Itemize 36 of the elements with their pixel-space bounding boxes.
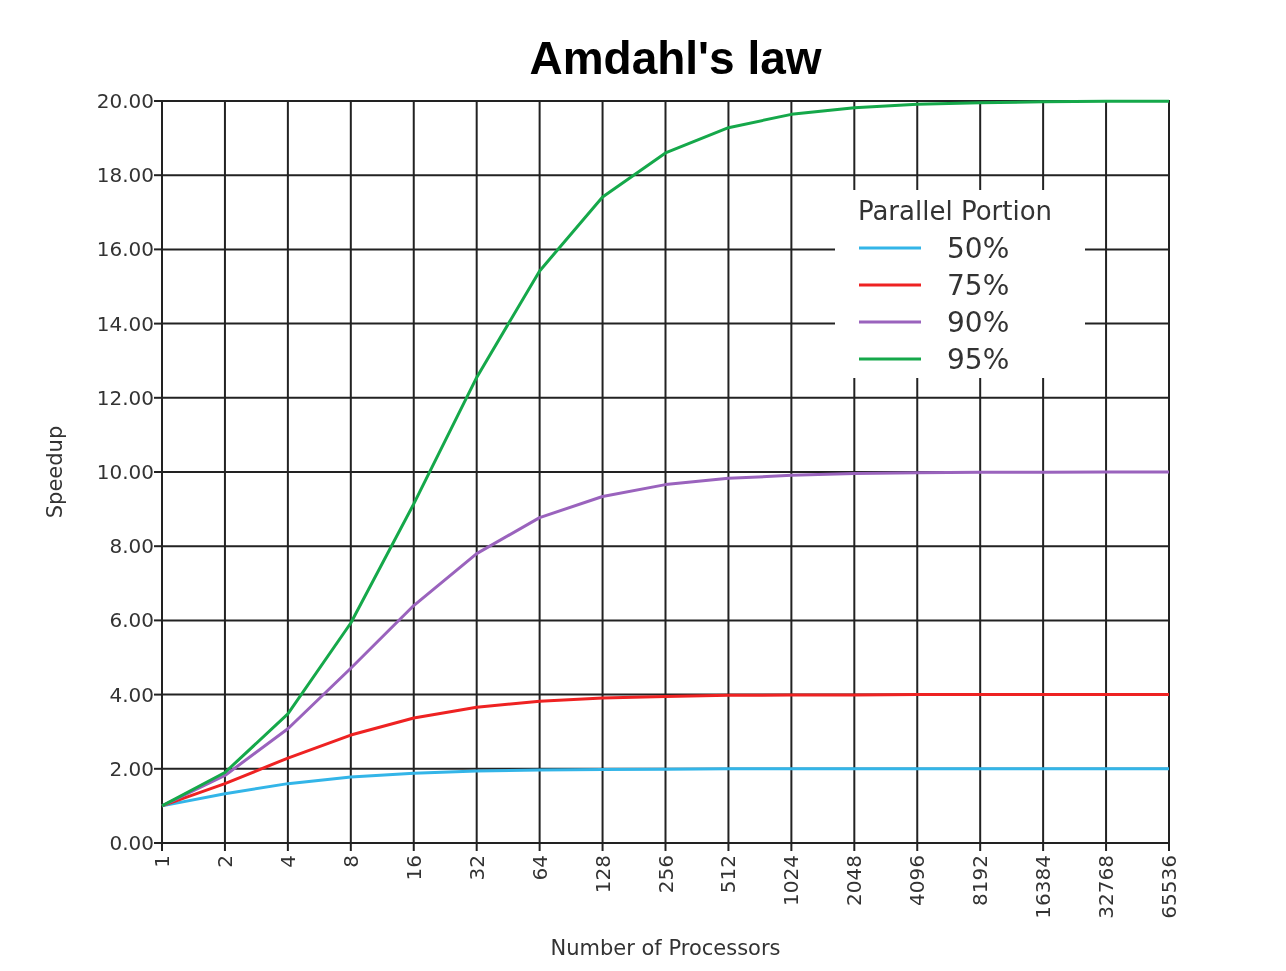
- x-tick-label: 1024: [779, 855, 804, 906]
- y-axis-title: Speedup: [43, 425, 67, 519]
- y-tick-label: 18.00: [96, 163, 154, 188]
- legend-label: 75%: [947, 268, 1010, 302]
- y-tick-label: 6.00: [109, 608, 154, 633]
- x-tick-label: 8: [338, 855, 363, 868]
- x-tick-label: 16384: [1031, 855, 1056, 919]
- x-tick-label: 2: [212, 855, 237, 868]
- x-tick-label: 8192: [968, 855, 993, 906]
- x-tick-label: 32768: [1094, 855, 1119, 919]
- x-tick-label: 2048: [842, 855, 867, 906]
- y-tick-label: 4.00: [109, 682, 154, 707]
- y-tick-label: 0.00: [109, 831, 154, 855]
- legend-label: 90%: [947, 305, 1010, 339]
- x-tick-label: 128: [590, 855, 615, 894]
- y-tick-label: 20.00: [96, 89, 154, 113]
- x-tick-label: 4: [275, 855, 300, 868]
- y-tick-label: 8.00: [109, 534, 154, 559]
- y-tick-label: 2.00: [109, 756, 154, 781]
- legend-label: 95%: [947, 342, 1010, 376]
- x-tick-label: 4096: [905, 855, 930, 906]
- y-tick-label: 16.00: [96, 237, 154, 262]
- legend-title: Parallel Portion: [857, 196, 1053, 226]
- x-tick-label: 256: [653, 855, 678, 894]
- x-tick-label: 16: [401, 855, 426, 881]
- x-axis-title: Number of Processors: [550, 936, 781, 960]
- legend-label: 50%: [947, 231, 1010, 265]
- y-tick-label: 12.00: [96, 385, 154, 410]
- x-tick-label: 64: [527, 855, 552, 881]
- x-tick-label: 1: [150, 855, 174, 868]
- chart-title: Amdahl's law: [529, 32, 822, 84]
- x-tick-label: 512: [716, 855, 741, 894]
- x-tick-label: 32: [464, 855, 489, 881]
- y-tick-label: 14.00: [96, 311, 154, 336]
- y-tick-label: 10.00: [96, 460, 154, 484]
- x-tick-label: 65536: [1157, 855, 1181, 919]
